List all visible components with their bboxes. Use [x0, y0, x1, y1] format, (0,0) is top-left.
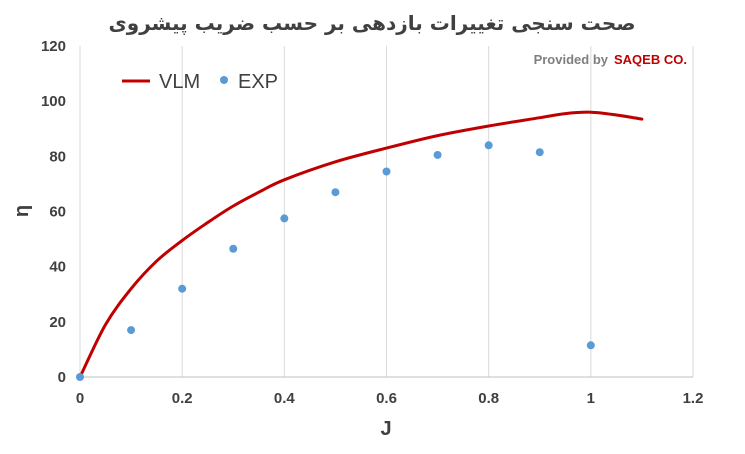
x-tick-label: 0.2	[172, 390, 193, 407]
exp-point	[484, 141, 493, 150]
legend-exp-label: EXP	[238, 71, 278, 93]
x-axis-title: J	[380, 418, 391, 440]
exp-point	[178, 284, 187, 293]
exp-point	[535, 148, 544, 157]
exp-point	[586, 341, 595, 350]
x-tick-label: 0.4	[274, 390, 296, 407]
grid	[79, 46, 694, 377]
exp-point	[229, 244, 238, 253]
x-axis-ticks: 0 0.2 0.4 0.6 0.8 1 1.2	[76, 390, 704, 407]
y-axis-title: η	[11, 205, 33, 217]
x-tick-label: 0.6	[376, 390, 397, 407]
vlm-line	[78, 110, 644, 379]
credit: Provided by SAQEB CO.	[534, 52, 687, 67]
chart-title: صحت سنجی تغییرات بازدهی بر حسب ضریب پیشر…	[108, 11, 635, 36]
exp-point	[280, 214, 289, 223]
y-tick-label: 100	[41, 93, 66, 110]
vlm-series	[78, 110, 644, 379]
y-tick-label: 0	[58, 369, 66, 386]
legend-exp-swatch	[220, 76, 228, 84]
exp-point	[127, 326, 136, 335]
x-tick-label: 1.2	[683, 390, 704, 407]
y-tick-label: 80	[49, 148, 66, 165]
x-tick-label: 0	[76, 390, 84, 407]
exp-series	[76, 141, 595, 381]
credit-prefix: Provided by	[534, 52, 609, 67]
y-tick-label: 120	[41, 38, 66, 55]
exp-point	[433, 150, 442, 159]
y-tick-label: 60	[49, 204, 66, 221]
y-axis-ticks: 0 20 40 60 80 100 120	[41, 38, 66, 386]
exp-point	[331, 188, 340, 197]
legend-vlm-label: VLM	[159, 71, 200, 93]
exp-point	[76, 373, 84, 381]
y-tick-label: 40	[49, 259, 66, 276]
x-tick-label: 0.8	[478, 390, 499, 407]
y-tick-label: 20	[49, 314, 66, 331]
credit-brand: SAQEB CO.	[614, 52, 687, 67]
x-tick-label: 1	[587, 390, 595, 407]
exp-point	[382, 167, 391, 176]
legend: VLM EXP	[122, 71, 278, 93]
